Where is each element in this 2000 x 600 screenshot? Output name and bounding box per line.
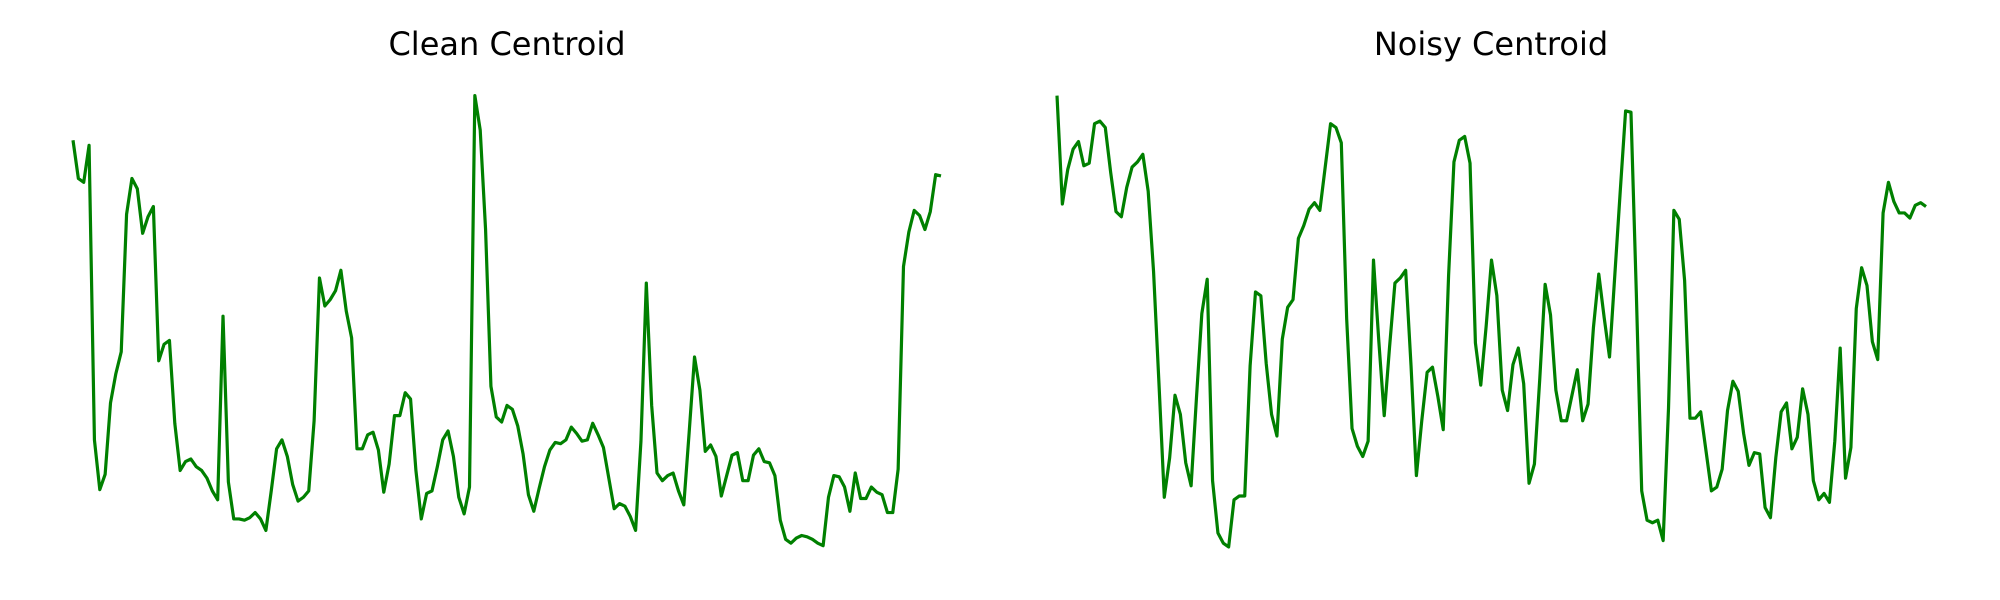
chart-title: Clean Centroid [388,25,625,63]
data-line [1055,95,1927,549]
chart-title: Noisy Centroid [1374,25,1608,63]
data-line [71,94,942,548]
